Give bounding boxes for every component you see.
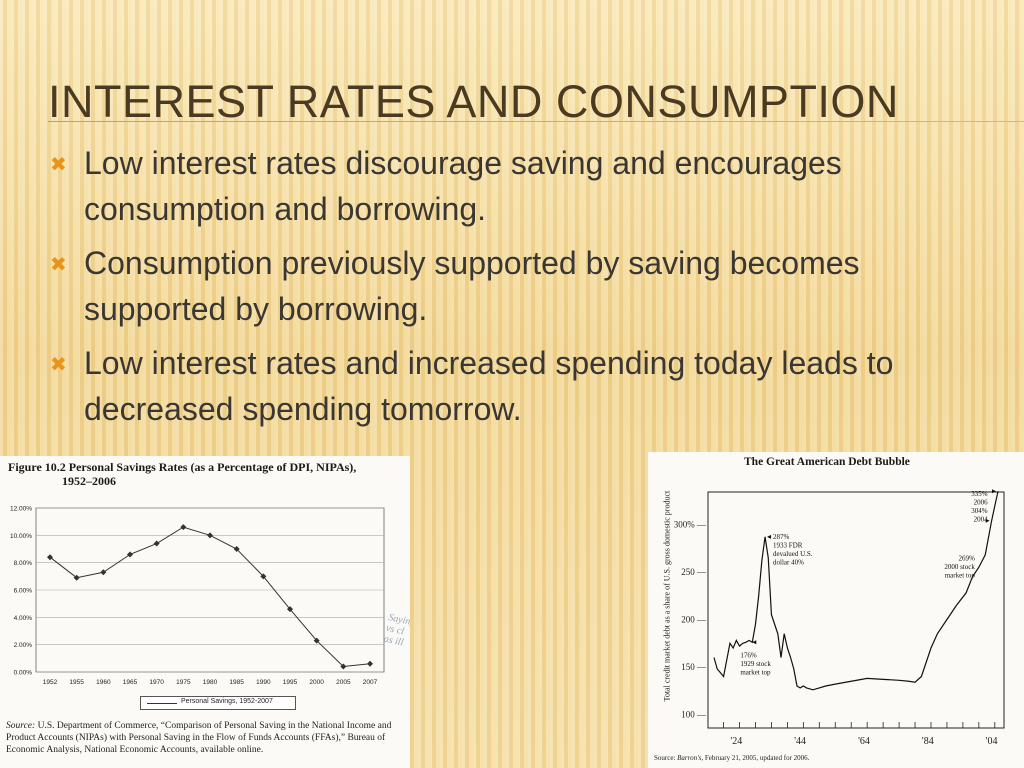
figure-title: Figure 10.2 Personal Savings Rates (as a… [8, 460, 398, 488]
annotation-arrow [752, 640, 757, 645]
data-point [260, 573, 267, 580]
debt-bubble-figure: The Great American Debt Bubble Total cre… [648, 452, 1024, 768]
y-tick-label: 0.00% [14, 670, 33, 677]
legend-label: Personal Savings, 1952-2007 [181, 698, 273, 705]
x-tick-label: 1980 [203, 679, 218, 686]
x-tick-label: 1955 [69, 679, 84, 686]
x-tick-label: 2000 [309, 679, 324, 686]
debt-source-label: Source: [654, 754, 676, 762]
x-tick-label: 1990 [256, 679, 271, 686]
y-tick-label: 300% — [674, 520, 707, 530]
source-text: U.S. Department of Commerce, “Comparison… [6, 721, 392, 755]
figure-source: Source: U.S. Department of Commerce, “Co… [6, 720, 402, 756]
annotation-2004-2006: 304% [971, 507, 988, 515]
x-tick-label: 1965 [123, 679, 138, 686]
bullet-item-1: ✖ Low interest rates discourage saving a… [48, 140, 1008, 232]
data-point [100, 569, 107, 576]
x-tick-label: 1960 [96, 679, 111, 686]
x-mark-icon: ✖ [50, 254, 67, 276]
x-tick-label: '24 [730, 736, 742, 747]
annotation-2000-top: 269% [959, 555, 976, 563]
y-tick-label: 200 — [681, 615, 707, 625]
data-point [73, 574, 80, 581]
y-tick-label: 6.00% [14, 588, 33, 595]
debt-figure-source: Source: Barron's, February 21, 2005, upd… [654, 754, 809, 762]
x-tick-label: 1985 [229, 679, 244, 686]
data-point [287, 606, 293, 613]
x-tick-label: 1995 [283, 679, 298, 686]
debt-figure-title: The Great American Debt Bubble [744, 456, 910, 468]
data-point [313, 637, 320, 644]
data-point [180, 524, 187, 531]
bullet-text-1: Low interest rates discourage saving and… [84, 145, 842, 227]
y-tick-label: 150 — [681, 662, 707, 672]
legend-line-swatch [147, 703, 177, 704]
savings-series-line [49, 526, 371, 668]
savings-rate-chart: 12.00% 10.00% 8.00% 6.00% 4.00% 2.00% 0.00% 195… [10, 506, 385, 686]
x-mark-icon: ✖ [50, 154, 67, 176]
annotation-2000-top: 2000 stock [944, 563, 975, 571]
debt-source-text: February 21, 2005, updated for 2006. [704, 754, 810, 762]
annotation-2004-2006: 2006 [974, 499, 989, 507]
annotation-fdr-1933: 1933 FDR [773, 541, 803, 549]
data-point [233, 546, 240, 552]
bullet-text-3: Low interest rates and increased spendin… [84, 345, 894, 427]
bullet-list: ✖ Low interest rates discourage saving a… [48, 140, 1008, 440]
savings-rate-figure: Figure 10.2 Personal Savings Rates (as a… [0, 456, 410, 768]
title-underline [48, 121, 1024, 122]
annotation-fdr-1933: dollar 40% [773, 558, 804, 566]
figure-title-line1: Figure 10.2 Personal Savings Rates (as a… [8, 460, 357, 474]
x-tick-label: '64 [858, 736, 870, 747]
y-tick-label: 10.00% [10, 533, 32, 540]
annotation-2000-top: market top [945, 572, 976, 580]
annotation-2004-2006: 2004 [974, 516, 989, 524]
annotation-1929-top: 176% [740, 652, 757, 660]
data-point [127, 551, 133, 558]
plot-frame [707, 491, 1005, 729]
y-tick-label: 2.00% [14, 642, 33, 649]
debt-series-line [713, 491, 999, 691]
x-tick-label: '84 [922, 736, 934, 747]
x-mark-icon: ✖ [50, 354, 67, 376]
x-tick-label: 1975 [176, 679, 191, 686]
data-point [47, 554, 53, 561]
slide-title: Interest Rates and Consumption [48, 76, 899, 127]
x-tick-label: '44 [794, 736, 806, 747]
annotation-arrow [767, 534, 772, 539]
bullet-text-2: Consumption previously supported by savi… [84, 245, 860, 327]
chart-legend: Personal Savings, 1952-2007 [140, 696, 296, 710]
annotation-fdr-1933: 287% [773, 533, 790, 541]
x-tick-label: 2007 [363, 679, 378, 686]
x-tick-label: '04 [986, 736, 998, 747]
annotation-arrow [985, 518, 990, 523]
annotation-1929-top: market top [740, 669, 771, 677]
annotation-fdr-1933: devalued U.S. [773, 550, 813, 558]
y-tick-label: 4.00% [14, 615, 33, 622]
bullet-item-3: ✖ Low interest rates and increased spend… [48, 340, 1008, 432]
debt-source-italic: Barron's, [677, 754, 704, 762]
y-tick-label: 250 — [681, 567, 707, 577]
y-tick-label: 8.00% [14, 560, 33, 567]
data-point [153, 540, 160, 547]
data-point [207, 532, 213, 539]
data-point [367, 660, 373, 667]
annotation-1929-top: 1929 stock [740, 660, 771, 668]
x-tick-label: 1970 [149, 679, 164, 686]
debt-bubble-chart: 300% — 250 — 200 — 150 — 100 — '24 '44 '64 '84 '0… [674, 489, 1005, 747]
y-tick-label: 100 — [681, 710, 707, 720]
bullet-item-2: ✖ Consumption previously supported by sa… [48, 240, 1008, 332]
figure-title-line2: 1952–2006 [62, 474, 116, 488]
x-tick-label: 1952 [43, 679, 58, 686]
data-point [340, 663, 347, 670]
source-label: Source: [6, 721, 36, 731]
annotation-2004-2006: 335% [971, 490, 988, 498]
x-tick-label: 2005 [336, 679, 351, 686]
annotation-arrow [992, 489, 996, 494]
y-tick-label: 12.00% [10, 506, 32, 513]
